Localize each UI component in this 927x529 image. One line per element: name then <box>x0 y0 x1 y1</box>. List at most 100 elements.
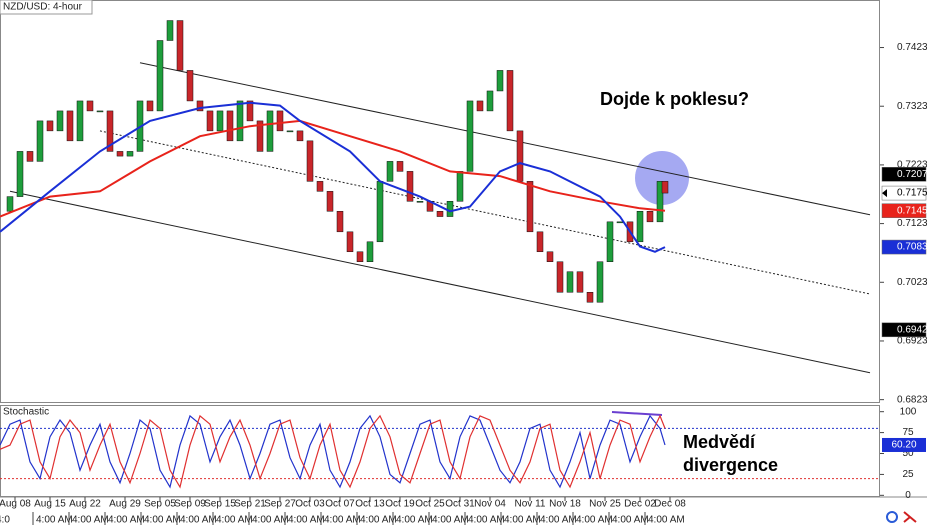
price-label-box <box>881 322 927 338</box>
candle <box>76 100 84 142</box>
price-label-box <box>881 203 927 218</box>
y-tick-label: 0.7223 <box>897 160 927 171</box>
candle <box>616 221 624 224</box>
candle <box>456 171 464 202</box>
candle <box>486 90 494 112</box>
time-label: 4:00 AM <box>648 515 685 526</box>
annotation: Dojde k poklesu? <box>600 89 749 109</box>
x-tick-label: Oct 31 <box>445 499 475 510</box>
candle <box>6 196 14 212</box>
candle <box>246 100 254 122</box>
x-tick-label: Aug 15 <box>34 499 66 510</box>
candle <box>416 201 424 203</box>
price-label: 0.7145 <box>897 205 927 216</box>
time-label: 4:00 AM <box>36 515 73 526</box>
candle <box>606 221 614 262</box>
x-tick-label: Oct 13 <box>355 499 385 510</box>
panel-title: Stochastic <box>3 407 49 418</box>
candle <box>556 261 564 293</box>
time-label: 4:00 AM <box>144 515 181 526</box>
x-tick-label: Sep 05 <box>144 499 176 510</box>
x-tick-label: Sep 21 <box>234 499 266 510</box>
candle <box>66 110 74 142</box>
x-tick-label: Sep 15 <box>204 499 236 510</box>
moving-average <box>0 101 666 253</box>
candle <box>36 120 44 162</box>
x-tick-label: Aug 22 <box>69 499 101 510</box>
x-tick-label: Nov 25 <box>589 499 621 510</box>
time-label: 4:00 AM <box>252 515 289 526</box>
candle <box>56 110 64 132</box>
candle <box>336 211 344 233</box>
icon[interactable] <box>903 511 917 523</box>
candle <box>126 151 134 157</box>
candle <box>216 110 224 132</box>
candle <box>146 100 154 112</box>
candle <box>206 110 214 132</box>
candle <box>376 181 384 243</box>
candle <box>266 110 274 152</box>
value-label: 60.20 <box>891 440 916 451</box>
candle <box>196 100 204 112</box>
candle <box>276 110 284 132</box>
time-label: 4:00 AM <box>180 515 217 526</box>
y-tick-label: 0.7423 <box>897 42 927 53</box>
candle <box>306 140 314 182</box>
candle <box>236 100 244 142</box>
stochastic-line <box>0 414 666 489</box>
time-label: 4:00 AM <box>288 515 325 526</box>
y-tick-label: 0.7023 <box>897 277 927 288</box>
time-label: 4:00 AM <box>504 515 541 526</box>
x-tick-label: Oct 19 <box>385 499 415 510</box>
annotation: divergence <box>683 455 778 475</box>
time-label: 4:00 AM <box>360 515 397 526</box>
price-label: 0.7175 <box>897 188 927 199</box>
candle <box>176 20 184 71</box>
candle <box>466 100 474 172</box>
time-label: 4:00 AM <box>612 515 649 526</box>
icon[interactable] <box>886 511 898 523</box>
candle <box>656 181 664 223</box>
candle <box>46 120 54 132</box>
candle <box>566 271 574 293</box>
time-label: 4:00 AM <box>108 515 145 526</box>
candle <box>406 171 414 202</box>
channel-line <box>139 62 871 216</box>
moving-average <box>0 119 666 218</box>
annotation: Medvědí <box>683 432 756 452</box>
time-label: 4:00 AM <box>576 515 613 526</box>
time-label: 4:00 AM <box>216 515 253 526</box>
time-label: 4:00 AM <box>468 515 505 526</box>
candle <box>356 251 364 262</box>
candle <box>506 70 514 132</box>
x-tick-label: Oct 03 <box>295 499 325 510</box>
value-label-box <box>882 437 926 452</box>
candle <box>96 110 104 113</box>
y-tick-label: 50 <box>902 448 914 459</box>
candle <box>26 151 34 162</box>
candle <box>156 40 164 112</box>
price-label-box <box>881 239 927 255</box>
y-tick-label: 25 <box>902 469 914 480</box>
candle <box>116 151 124 157</box>
candle <box>186 70 194 102</box>
time-label: 4:00 AM <box>324 515 361 526</box>
y-tick-label: 0 <box>905 490 911 501</box>
y-tick-label: 75 <box>902 427 914 438</box>
y-tick-label: 0.6923 <box>897 336 927 347</box>
y-tick-label: 0.7123 <box>897 218 927 229</box>
icons <box>886 511 917 523</box>
candle <box>536 231 544 253</box>
candle <box>436 211 444 217</box>
divergence-line <box>611 411 663 416</box>
candle <box>86 100 94 112</box>
price-label: 0.7207 <box>897 169 927 180</box>
time-label: 4:00 AM <box>540 515 577 526</box>
candle <box>366 241 374 262</box>
candle <box>526 181 534 233</box>
candle <box>256 120 264 152</box>
channel-line <box>99 130 871 295</box>
candle <box>286 130 294 133</box>
x-tick-label: Aug 29 <box>109 499 141 510</box>
